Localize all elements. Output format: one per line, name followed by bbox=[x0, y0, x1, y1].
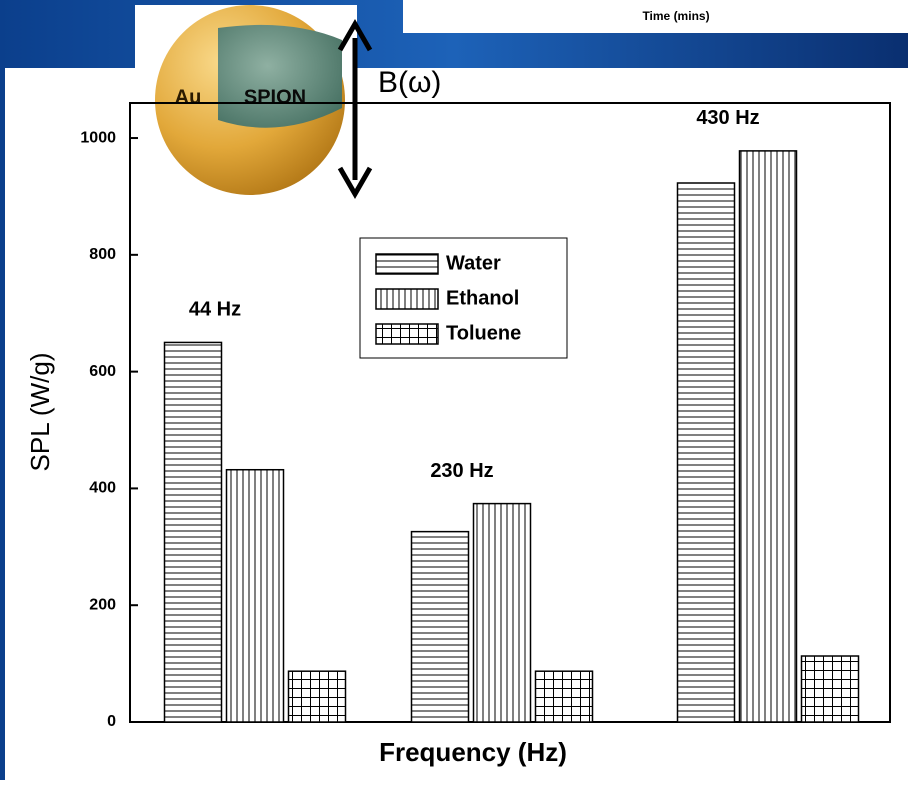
bar bbox=[289, 671, 346, 722]
y-tick-label: 600 bbox=[89, 363, 116, 380]
legend-label: Ethanol bbox=[446, 287, 519, 309]
bar bbox=[678, 183, 735, 722]
legend-swatch bbox=[376, 324, 438, 344]
legend-swatch bbox=[376, 254, 438, 274]
legend-label: Water bbox=[446, 252, 501, 274]
y-tick-label: 400 bbox=[89, 480, 116, 497]
bar bbox=[165, 342, 222, 722]
shell-label: Au bbox=[175, 86, 202, 108]
y-axis-label: SPL (W/g) bbox=[25, 353, 55, 472]
legend-label: Toluene bbox=[446, 322, 521, 344]
category-label: 44 Hz bbox=[189, 299, 241, 321]
bar bbox=[740, 151, 797, 722]
bar bbox=[474, 504, 531, 722]
bar bbox=[412, 532, 469, 722]
category-label: 430 Hz bbox=[696, 107, 759, 129]
y-tick-label: 1000 bbox=[80, 129, 116, 146]
legend-swatch bbox=[376, 289, 438, 309]
bar bbox=[536, 671, 593, 722]
y-tick-label: 200 bbox=[89, 596, 116, 613]
bar bbox=[227, 470, 284, 722]
field-label: B(ω) bbox=[378, 66, 441, 99]
bar bbox=[802, 656, 859, 722]
page: Time (mins) Au SPION B(ω) SPL (W/g) Freq… bbox=[0, 0, 908, 785]
y-tick-label: 0 bbox=[107, 713, 116, 730]
x-axis-label: Frequency (Hz) bbox=[379, 737, 567, 767]
y-tick-label: 800 bbox=[89, 246, 116, 263]
chart: Time (mins) Au SPION B(ω) SPL (W/g) Freq… bbox=[0, 0, 908, 780]
core-label: SPION bbox=[244, 86, 306, 108]
clipped-axis-label: Time (mins) bbox=[642, 9, 709, 23]
category-label: 230 Hz bbox=[430, 460, 493, 482]
spion-core bbox=[218, 25, 342, 128]
